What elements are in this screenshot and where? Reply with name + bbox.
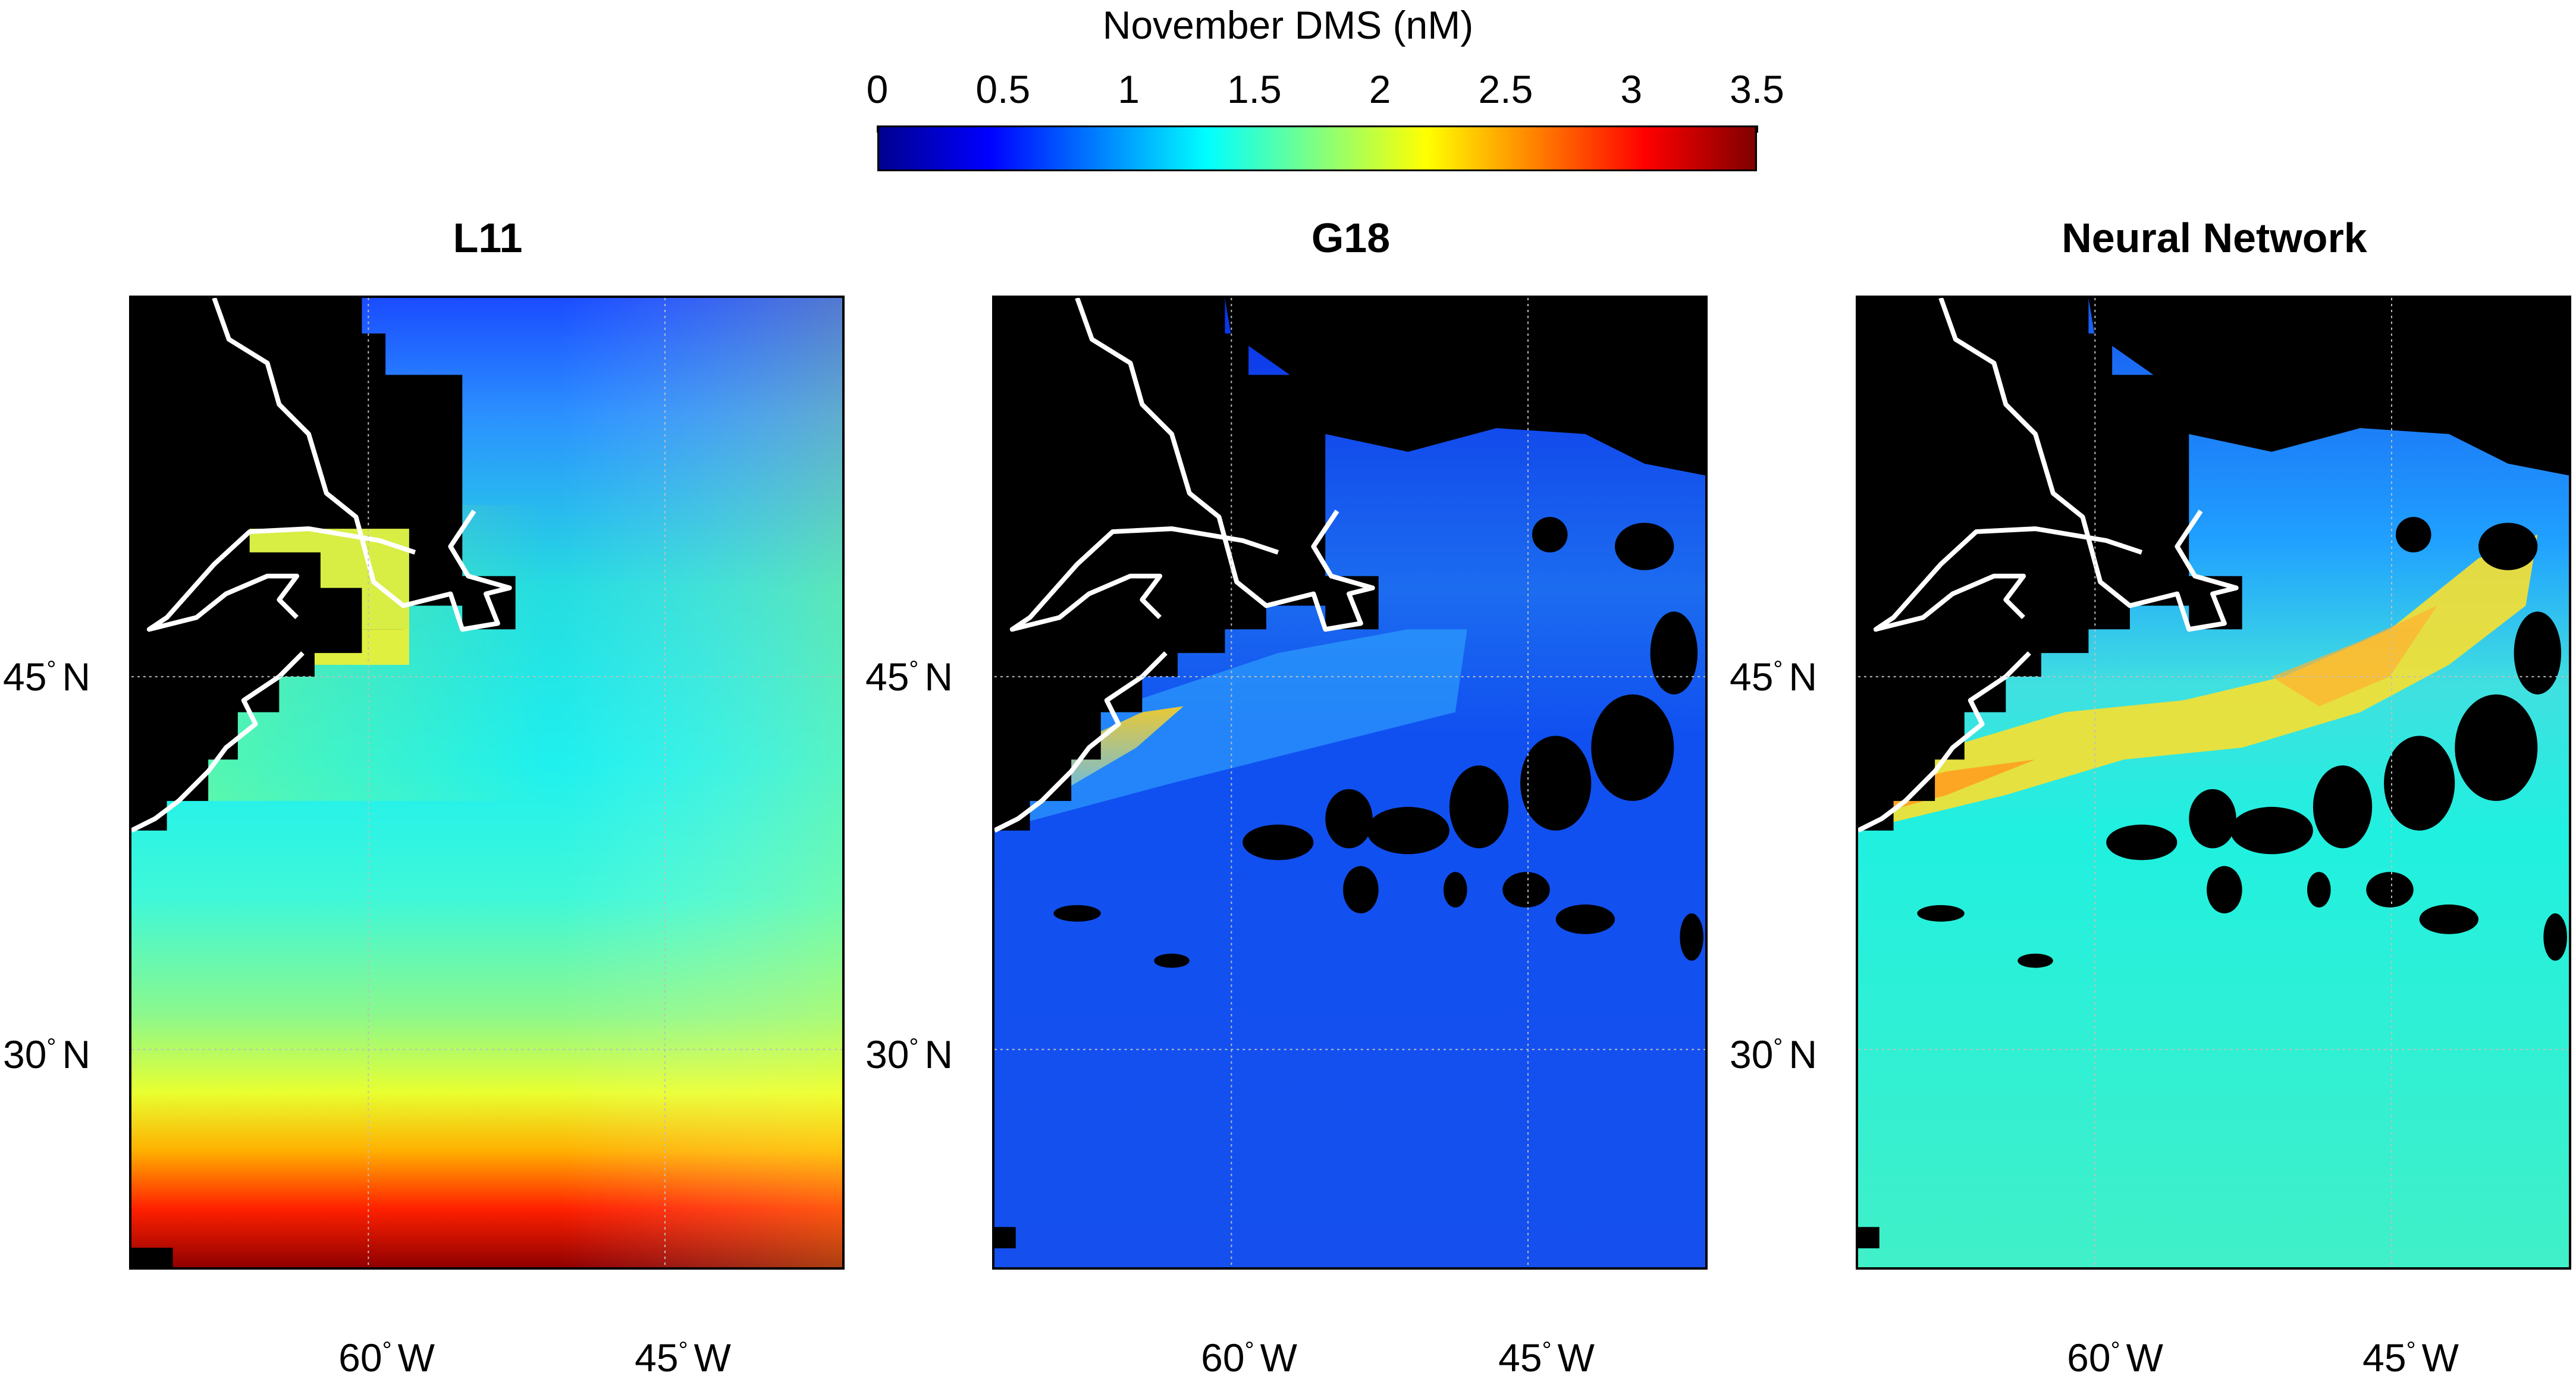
- colorbar-tick-label: 1: [1118, 67, 1140, 111]
- lon-label-45w: 45° W: [1498, 1336, 1595, 1380]
- lat-label-45n: 45° N: [865, 655, 953, 699]
- panel-title-g18: G18: [1311, 215, 1391, 261]
- lat-label-30n: 30° N: [865, 1032, 953, 1076]
- lat-label-45n: 45° N: [1730, 655, 1818, 699]
- colorbar-tick-label: 1.5: [1226, 67, 1282, 111]
- colorbar-tick-label: 0.5: [975, 67, 1031, 111]
- lon-label-60w: 60° W: [2067, 1336, 2163, 1380]
- map-g18: [994, 298, 1705, 1267]
- panel-title-l11: L11: [453, 215, 523, 261]
- colorbar-tick-label: 2.5: [1478, 67, 1533, 111]
- colorbar-tick-label: 0: [866, 67, 889, 111]
- colorbar: [877, 125, 1757, 171]
- map-panel-g18: [992, 296, 1708, 1270]
- map-l11: [131, 298, 842, 1267]
- colorbar-tick-label: 3: [1620, 67, 1643, 111]
- map-panel-l11: [129, 296, 845, 1270]
- lon-label-45w: 45° W: [635, 1336, 731, 1380]
- colorbar-tick-label: 2: [1369, 67, 1391, 111]
- map-panel-neural-network: [1856, 296, 2571, 1270]
- lon-label-45w: 45° W: [2362, 1336, 2459, 1380]
- lat-label-30n: 30° N: [1730, 1032, 1818, 1076]
- panel-title-neural-network: Neural Network: [2062, 215, 2367, 261]
- colorbar-title: November DMS (nM): [1102, 3, 1474, 47]
- lat-label-45n: 45° N: [3, 655, 91, 699]
- map-neural-network: [1858, 298, 2569, 1267]
- lon-label-60w: 60° W: [1201, 1336, 1297, 1380]
- lat-label-30n: 30° N: [3, 1032, 91, 1076]
- colorbar-tick-mark: [1756, 125, 1758, 133]
- colorbar-tick-label: 3.5: [1730, 67, 1784, 111]
- lon-label-60w: 60° W: [338, 1336, 435, 1380]
